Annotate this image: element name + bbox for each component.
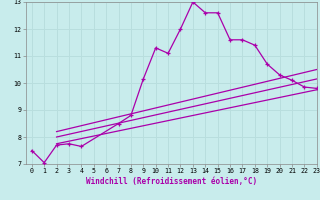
X-axis label: Windchill (Refroidissement éolien,°C): Windchill (Refroidissement éolien,°C) [86, 177, 257, 186]
